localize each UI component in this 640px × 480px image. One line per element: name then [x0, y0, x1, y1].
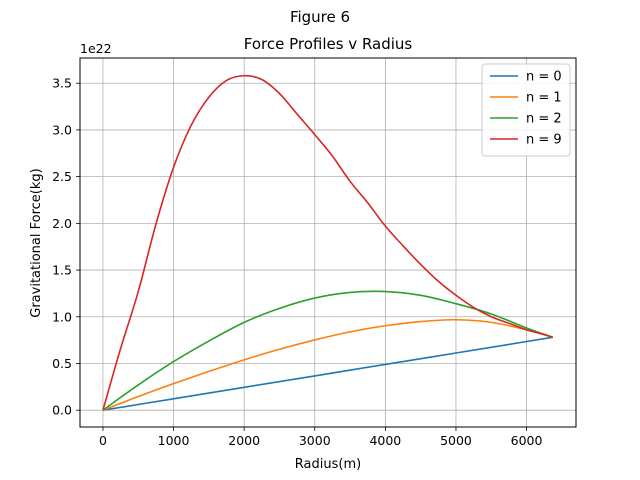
x-tick-label: 1000 — [158, 433, 190, 448]
y-tick-label: 1.0 — [52, 309, 72, 324]
figure-suptitle: Figure 6 — [290, 8, 350, 26]
series-line-n0 — [102, 336, 553, 411]
y-axis-label: Gravitational Force(kg) — [29, 168, 44, 317]
axes-frame — [79, 57, 577, 428]
x-tick-label: 0 — [99, 433, 107, 448]
grid-layer — [80, 58, 576, 427]
legend-label: n = 1 — [526, 91, 562, 106]
x-tick-label: 3000 — [299, 433, 331, 448]
ticks-layer: 0 1000 2000 3000 4000 5000 6000 0.0 0.5 1.0 1.5 2.0… — [52, 76, 542, 448]
y-tick-label: 0.5 — [52, 356, 72, 371]
y-axis-offset-text: 1e22 — [80, 41, 112, 56]
x-tick-label: 4000 — [369, 433, 401, 448]
legend: n = 0 n = 1 n = 2 n = 9 — [481, 63, 571, 157]
x-axis-label: Radius(m) — [295, 457, 361, 472]
x-tick-label: 2000 — [228, 433, 260, 448]
series-line-n9 — [102, 74, 554, 411]
chart-title: Force Profiles v Radius — [244, 35, 413, 53]
x-tick-label: 6000 — [511, 433, 543, 448]
y-tick-label: 0.0 — [52, 403, 72, 418]
y-tick-label: 2.0 — [52, 216, 72, 231]
y-tick-label: 3.5 — [52, 76, 72, 91]
legend-label: n = 2 — [526, 112, 562, 127]
y-tick-label: 1.5 — [52, 263, 72, 278]
x-tick-label: 5000 — [440, 433, 472, 448]
series-line-n2 — [102, 290, 554, 411]
y-tick-label: 2.5 — [52, 169, 72, 184]
series-layer — [102, 74, 554, 411]
series-line-n1 — [102, 318, 553, 411]
legend-label: n = 9 — [526, 133, 562, 148]
y-tick-label: 3.0 — [52, 122, 72, 137]
legend-box — [481, 63, 571, 157]
legend-label: n = 0 — [526, 70, 562, 85]
